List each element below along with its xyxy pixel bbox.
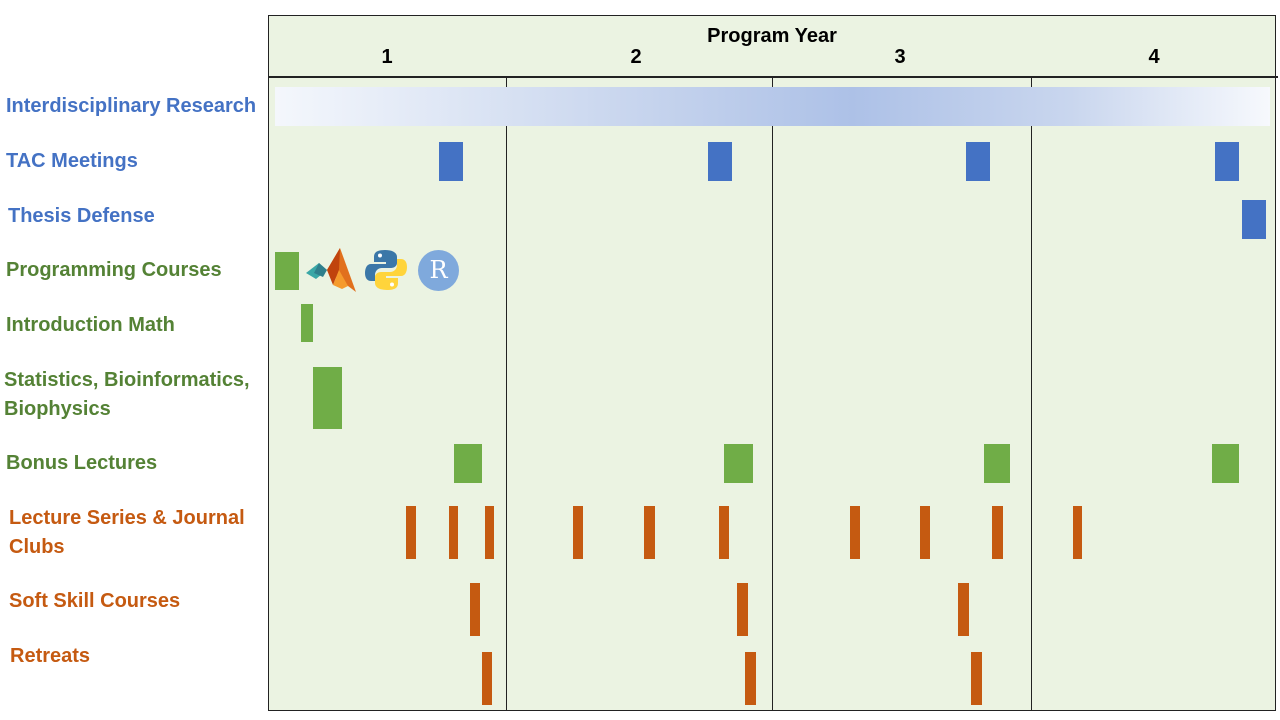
tac-bar xyxy=(708,142,733,181)
soft-bar xyxy=(470,583,480,636)
bonus-bar xyxy=(724,444,754,483)
year-separator xyxy=(1031,77,1032,711)
research-band xyxy=(275,87,1270,126)
python-icon xyxy=(365,250,407,290)
lectures-bar xyxy=(992,506,1003,559)
lectures-bar xyxy=(1072,506,1083,559)
row-label-lectures-line-2: Clubs xyxy=(9,536,65,558)
thesis-bar xyxy=(1241,200,1267,239)
retreats-bar xyxy=(745,652,757,705)
retreats-bar xyxy=(482,652,492,705)
soft-bar xyxy=(958,583,969,636)
stats-bar xyxy=(313,367,342,429)
row-label-lectures-line-1: Lecture Series & Journal xyxy=(9,507,245,529)
year-label-3: 3 xyxy=(894,46,906,68)
row-label-thesis: Thesis Defense xyxy=(8,205,155,227)
row-label-stats: Statistics, Bioinformatics, Biophysics xyxy=(4,366,250,424)
row-label-programming: Programming Courses xyxy=(6,259,222,281)
row-label-bonus: Bonus Lectures xyxy=(6,452,158,474)
programming-bar xyxy=(275,252,299,290)
year-label-1: 1 xyxy=(381,46,393,68)
matlab-icon xyxy=(306,248,356,292)
lectures-bar xyxy=(644,506,655,559)
lectures-bar xyxy=(572,506,584,559)
tac-bar xyxy=(1214,142,1240,181)
row-label-soft: Soft Skill Courses xyxy=(9,590,181,612)
bonus-bar xyxy=(984,444,1011,483)
header-divider xyxy=(268,76,1278,78)
lectures-bar xyxy=(484,506,495,559)
row-label-tac: TAC Meetings xyxy=(6,150,138,172)
year-separator xyxy=(506,77,507,711)
bonus-bar xyxy=(1212,444,1240,483)
soft-bar xyxy=(737,583,749,636)
lectures-bar xyxy=(919,506,930,559)
tac-bar xyxy=(439,142,464,181)
row-label-stats-line-1: Statistics, Bioinformatics, xyxy=(4,369,250,391)
bonus-bar xyxy=(453,444,483,483)
intro_math-bar xyxy=(301,304,314,342)
row-label-intro-math: Introduction Math xyxy=(6,314,175,336)
lectures-bar xyxy=(448,506,459,559)
row-label-stats-line-2: Biophysics xyxy=(4,398,111,420)
lectures-bar xyxy=(406,506,416,559)
row-label-research: Interdisciplinary Research xyxy=(6,95,257,117)
row-label-lectures: Lecture Series & Journal Clubs xyxy=(9,504,245,562)
year-separator xyxy=(772,77,773,711)
axis-title: Program Year xyxy=(707,25,837,47)
retreats-bar xyxy=(971,652,982,705)
r-icon: R xyxy=(418,250,459,291)
year-label-2: 2 xyxy=(630,46,642,68)
lectures-bar xyxy=(849,506,861,559)
row-label-retreats: Retreats xyxy=(10,645,91,667)
tac-bar xyxy=(966,142,990,181)
lectures-bar xyxy=(718,506,730,559)
year-label-4: 4 xyxy=(1148,46,1160,68)
